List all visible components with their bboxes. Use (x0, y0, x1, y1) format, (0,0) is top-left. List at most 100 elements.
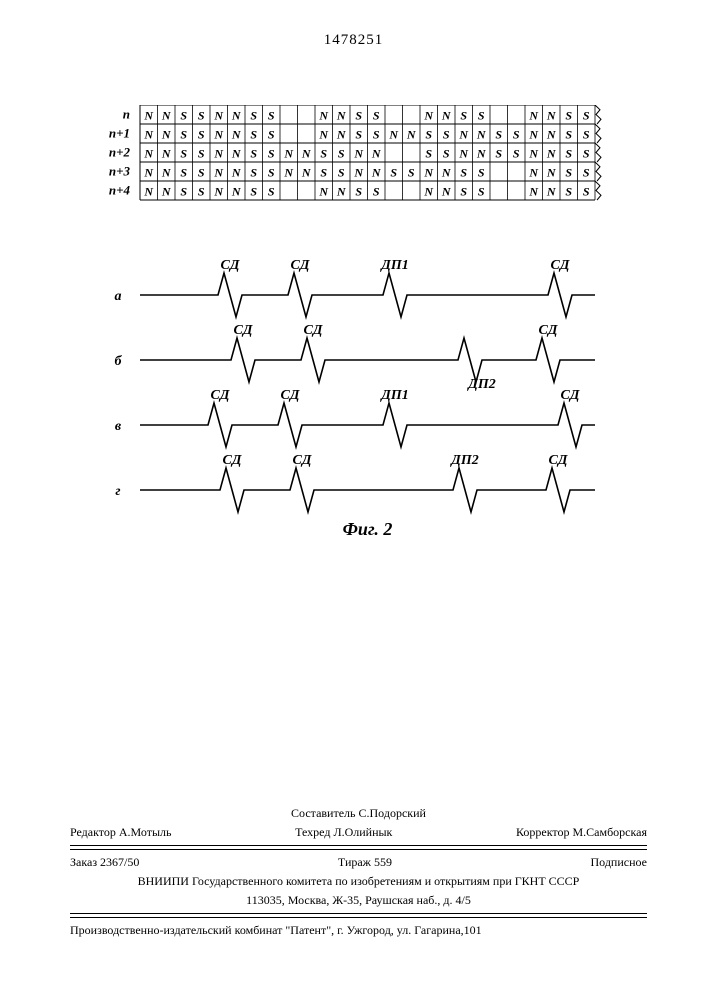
track-cell: S (425, 146, 432, 160)
track-cell: N (143, 108, 154, 122)
pulse-label: СД (561, 388, 580, 403)
track-cell: S (478, 108, 485, 122)
track-cell: N (406, 127, 417, 141)
divider (70, 845, 647, 846)
track-cell: S (513, 146, 520, 160)
track-cell: N (458, 146, 469, 160)
track-cell: N (213, 127, 224, 141)
track-cell: S (443, 146, 450, 160)
divider (70, 849, 647, 850)
pulse-label: ДП1 (379, 258, 408, 273)
track-row-label: n+3 (109, 164, 131, 179)
track-cell: S (268, 146, 275, 160)
track-cell: S (478, 165, 485, 179)
track-cell: S (250, 108, 257, 122)
publisher: Производственно-издательский комбинат "П… (70, 921, 647, 940)
track-cell: N (546, 108, 557, 122)
waveform-row-label: б (115, 354, 123, 369)
track-cell: N (371, 146, 382, 160)
track-cell: N (213, 108, 224, 122)
track-cell: N (458, 127, 469, 141)
pulse-label: ДП2 (466, 377, 495, 392)
track-cell: S (565, 165, 572, 179)
track-cell: N (371, 165, 382, 179)
track-cell: S (180, 165, 187, 179)
pulse-label: СД (291, 258, 310, 273)
track-cell: N (231, 165, 242, 179)
track-cell: N (388, 127, 399, 141)
divider (70, 913, 647, 914)
track-row-label: n+1 (109, 126, 130, 141)
track-cell: S (425, 127, 432, 141)
waveform-row-label: а (115, 289, 122, 304)
pulse-label: СД (223, 453, 242, 468)
track-cell: S (583, 165, 590, 179)
track-cell: S (443, 127, 450, 141)
track-cell: N (143, 165, 154, 179)
track-cell: N (476, 127, 487, 141)
track-cell: S (355, 184, 362, 198)
track-cell: S (198, 165, 205, 179)
track-cell: N (161, 108, 172, 122)
track-cell: N (528, 127, 539, 141)
track-cell: S (338, 146, 345, 160)
track-cell: S (198, 127, 205, 141)
track-cell: S (180, 184, 187, 198)
track-cell: N (423, 184, 434, 198)
track-cell: S (180, 108, 187, 122)
track-cell: N (231, 108, 242, 122)
track-row-label: n+2 (109, 145, 131, 160)
track-cell: N (353, 165, 364, 179)
pulse-label: СД (551, 258, 570, 273)
track-cell: S (198, 146, 205, 160)
order: Заказ 2367/50 (70, 855, 139, 870)
track-cell: S (250, 127, 257, 141)
pulse-label: СД (304, 323, 323, 338)
divider (70, 917, 647, 918)
track-cell: N (318, 127, 329, 141)
track-cell: S (250, 146, 257, 160)
pulse-label: СД (293, 453, 312, 468)
track-cell: N (528, 146, 539, 160)
compiler-line: Составитель С.Подорский (70, 804, 647, 823)
waveform-row-label: г (115, 484, 120, 499)
pulse-label: СД (539, 323, 558, 338)
pulse-label: СД (211, 388, 230, 403)
waveform-trace (140, 403, 595, 447)
track-cell: N (283, 146, 294, 160)
track-cell: N (231, 127, 242, 141)
track-cell: S (565, 108, 572, 122)
track-cell: N (423, 165, 434, 179)
track-cell: S (250, 165, 257, 179)
track-cell: S (373, 108, 380, 122)
figure-caption: Фиг. 2 (343, 519, 393, 539)
track-cell: S (198, 184, 205, 198)
pulse-label: ДП1 (379, 388, 408, 403)
track-cell: S (268, 108, 275, 122)
track-cell: S (373, 184, 380, 198)
editor: Редактор А.Мотыль (70, 825, 172, 840)
track-cell: N (283, 165, 294, 179)
track-cell: N (528, 165, 539, 179)
track-cell: N (161, 127, 172, 141)
track-cell: N (546, 146, 557, 160)
track-cell: N (213, 165, 224, 179)
pulse-label: ДП2 (449, 453, 478, 468)
track-cell: N (423, 108, 434, 122)
track-cell: N (546, 127, 557, 141)
figure-diagram: nNNSSNNSSNNSSNNSSNNSSn+1NNSSNNSSNNSSNNSS… (85, 105, 605, 595)
waveform-trace (140, 468, 595, 512)
org: ВНИИПИ Государственного комитета по изоб… (70, 872, 647, 891)
track-cell: N (161, 184, 172, 198)
track-cell: N (213, 184, 224, 198)
track-cell: N (143, 146, 154, 160)
track-cell: N (336, 184, 347, 198)
track-cell: N (231, 146, 242, 160)
track-cell: S (180, 127, 187, 141)
pulse-label: СД (234, 323, 253, 338)
track-cell: N (441, 184, 452, 198)
track-cell: S (268, 184, 275, 198)
techred: Техред Л.Олийнык (295, 825, 392, 840)
track-cell: N (301, 146, 312, 160)
track-cell: S (583, 146, 590, 160)
